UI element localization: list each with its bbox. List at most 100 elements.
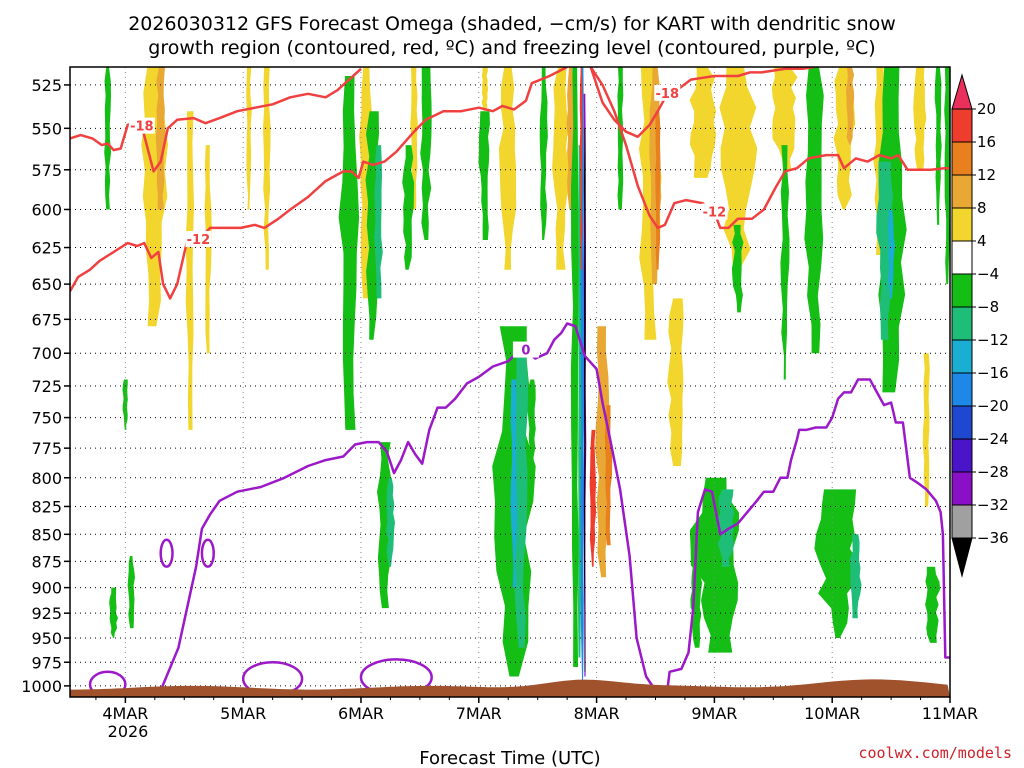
colorbar-swatch <box>951 438 973 473</box>
x-tick-label: 7MAR <box>456 704 502 723</box>
colorbar-swatch <box>951 273 973 308</box>
omega-rising-region <box>410 67 418 210</box>
omega-sinking-region <box>386 477 395 567</box>
omega-rising-region <box>689 67 716 178</box>
x-axis-year-label: 2026 <box>108 722 149 741</box>
omega-rising-region <box>552 67 570 270</box>
omega-rising-region <box>246 67 252 210</box>
colorbar-label: −12 <box>977 331 1009 349</box>
omega-sinking-region <box>731 224 744 313</box>
omega-sinking-region <box>804 67 824 354</box>
contour-label-bg <box>185 231 212 248</box>
y-tick-label: 675 <box>31 310 62 329</box>
colorbar-label: −28 <box>977 463 1009 481</box>
y-tick-label: 575 <box>31 161 62 180</box>
contour-label: 0 <box>521 344 530 359</box>
y-tick-label: 950 <box>31 629 62 648</box>
omega-rising-region <box>185 111 194 430</box>
omega-sinking-region <box>717 489 735 567</box>
contour-label-bg <box>512 341 539 358</box>
omega-sinking-region <box>780 145 790 380</box>
y-axis: 525 550 575 600 625 650 675 700 725 750 775 800 825 8… <box>21 76 70 696</box>
omega-sinking-region <box>402 145 415 270</box>
plot-frame <box>69 66 951 698</box>
x-tick-label: 8MAR <box>574 704 620 723</box>
y-tick-label: 875 <box>31 552 62 571</box>
colorbar-swatch <box>951 471 973 506</box>
omega-sinking-region <box>849 534 862 619</box>
colorbar-label: −4 <box>977 265 999 283</box>
contour-label: -18 <box>130 120 154 135</box>
omega-sinking-region <box>478 111 490 240</box>
omega-sinking-region <box>570 67 579 667</box>
omega-sinking-region <box>944 67 950 285</box>
colorbar-label: 12 <box>977 166 996 184</box>
contour-dendritic_-12C_right <box>589 67 950 230</box>
colorbar-swatch <box>951 240 973 275</box>
colorbar-label: 4 <box>977 232 987 250</box>
freezing-level-loop <box>200 538 215 568</box>
omega-sinking-region <box>127 556 135 629</box>
colorbar-swatch <box>951 207 973 242</box>
omega-rising-region <box>481 67 489 112</box>
y-tick-label: 750 <box>31 409 62 428</box>
omega-rising-region <box>771 67 798 170</box>
y-tick-label: 550 <box>31 119 62 138</box>
omega-sinking-region <box>539 67 548 240</box>
omega-rising-region <box>846 67 855 146</box>
contour-label-bg <box>654 84 681 101</box>
colorbar: 20 16 12 8 4 −4 −8 −12 −16 −20 −24 −28 −32 −36 <box>951 73 1009 578</box>
contour-label-bg <box>128 117 155 134</box>
omega-rising-region <box>155 67 167 210</box>
colorbar-top-arrow <box>951 73 973 110</box>
colorbar-label: −36 <box>977 529 1009 547</box>
omega-rising-region <box>913 67 927 170</box>
y-tick-label: 700 <box>31 344 62 363</box>
contour-dendritic_upper_-18C <box>70 67 362 173</box>
x-tick-label: 5MAR <box>220 704 266 723</box>
omega-sinking-region <box>934 67 942 225</box>
omega-sinking-region <box>510 379 518 588</box>
chart-title-line-1: 2026030312 GFS Forecast Omega (shaded, −… <box>128 13 896 35</box>
omega-shading <box>104 67 950 686</box>
colorbar-swatch <box>951 339 973 374</box>
y-tick-label: 800 <box>31 469 62 488</box>
omega-rising-region <box>719 67 758 270</box>
omega-sinking-region <box>527 379 536 478</box>
omega-sinking-region <box>888 209 895 299</box>
x-tick-label: 9MAR <box>691 704 737 723</box>
terrain-fill <box>70 679 950 697</box>
y-tick-label: 900 <box>31 579 62 598</box>
omega-rising-region <box>655 111 661 270</box>
colorbar-swatch <box>951 405 973 440</box>
contour-label: -18 <box>656 87 680 102</box>
omega-sinking-region <box>925 566 941 643</box>
omega-sinking-core <box>584 128 586 672</box>
colorbar-label: −32 <box>977 496 1009 514</box>
omega-rising-region <box>589 429 597 567</box>
contour-lines: -18 -12 -18 -12 0 <box>70 67 950 697</box>
contour-label: -12 <box>187 233 211 248</box>
y-tick-label: 725 <box>31 377 62 396</box>
contour-dendritic_-18C_right <box>589 67 815 139</box>
y-tick-label: 850 <box>31 525 62 544</box>
colorbar-label: 20 <box>977 100 996 118</box>
chart-title-line-2: growth region (contoured, red, ºC) and f… <box>148 37 875 59</box>
colorbar-swatch <box>951 372 973 407</box>
omega-rising-region <box>204 145 212 354</box>
omega-sinking-region <box>374 145 383 299</box>
y-tick-label: 825 <box>31 497 62 516</box>
omega-sinking-region <box>338 76 360 430</box>
colorbar-swatch <box>951 108 973 143</box>
omega-sinking-region <box>420 67 432 240</box>
contour-freezing_level_0C <box>159 322 950 692</box>
colorbar-label: −24 <box>977 430 1009 448</box>
y-tick-label: 775 <box>31 439 62 458</box>
colorbar-swatch <box>951 174 973 209</box>
x-tick-label: 4MAR <box>102 704 148 723</box>
omega-rising-region <box>498 67 517 270</box>
terrain <box>70 679 950 697</box>
contour-label-bg <box>701 203 728 220</box>
y-tick-label: 925 <box>31 604 62 623</box>
